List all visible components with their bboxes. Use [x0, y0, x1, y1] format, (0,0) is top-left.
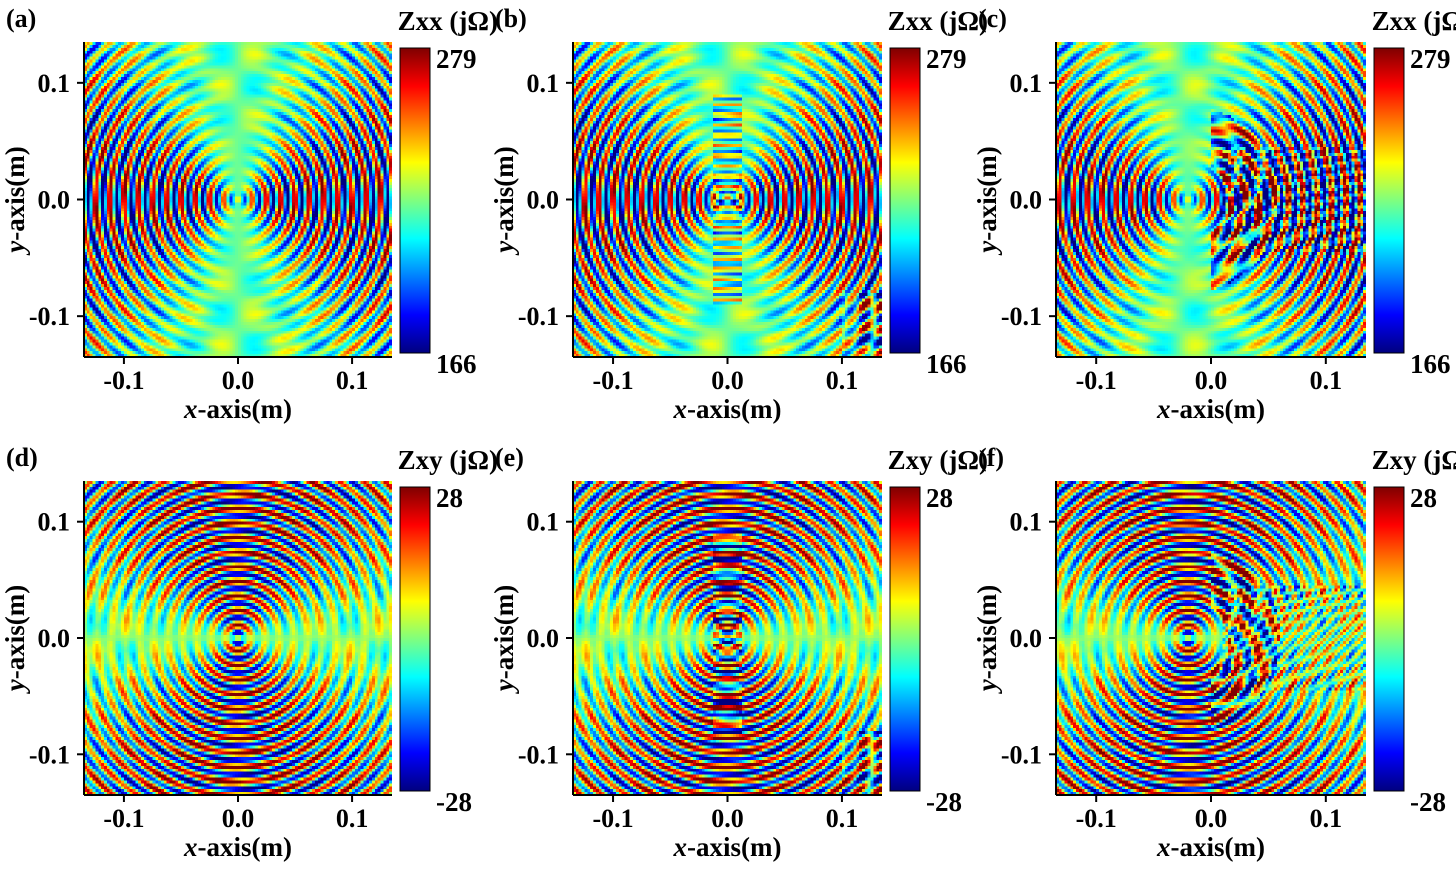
panel-label: (c) [978, 4, 1007, 33]
y-tick-label: 0.1 [38, 69, 71, 98]
panel-d: (d) 0.1 0.0 -0.1 -0.1 0.0 0.1 x-axis(m) y-axis(m… [0, 443, 498, 862]
panel-label: (d) [6, 443, 38, 472]
x-tick-label: -0.1 [103, 804, 144, 833]
colorbar-title: Zxx (jΩ) [888, 6, 988, 36]
x-tick-label: 0.1 [826, 366, 859, 395]
heatmap-image [84, 481, 392, 795]
x-tick-label: -0.1 [103, 366, 144, 395]
colorbar-title: Zxx (jΩ) [398, 6, 498, 36]
colorbar-max-label: 279 [1410, 44, 1451, 74]
colorbar [889, 47, 921, 354]
y-tick-label: -0.1 [518, 302, 559, 331]
heatmap-image [1056, 42, 1366, 357]
panel-b: (b) 0.1 0.0 -0.1 -0.1 0.0 0.1 x-axis(m) y-axis(m… [489, 4, 988, 424]
panel-label: (e) [495, 443, 524, 472]
heatmap-image [84, 42, 392, 357]
y-tick-label: 0.1 [1010, 69, 1043, 98]
x-tick-label: 0.1 [826, 804, 859, 833]
y-axis-label: y-axis(m) [972, 146, 1002, 255]
x-axis-label: x-axis(m) [183, 832, 292, 862]
colorbar-title: Zxy (jΩ) [888, 445, 988, 475]
y-tick-label: 0.1 [527, 69, 560, 98]
heatmap-image [573, 42, 882, 357]
x-tick-label: 0.0 [1195, 366, 1228, 395]
colorbar-max-label: 28 [926, 483, 953, 513]
y-axis-label: y-axis(m) [972, 585, 1002, 694]
x-axis-label: x-axis(m) [1156, 394, 1265, 424]
x-tick-label: 0.1 [336, 804, 369, 833]
colorbar [889, 486, 921, 792]
y-tick-label: -0.1 [1001, 302, 1042, 331]
y-tick-label: 0.0 [1010, 186, 1043, 215]
colorbar-min-label: -28 [1410, 787, 1446, 817]
colorbar-min-label: -28 [436, 787, 472, 817]
colorbar-max-label: 279 [436, 44, 477, 74]
colorbar-min-label: -28 [926, 787, 962, 817]
x-tick-label: -0.1 [592, 366, 633, 395]
x-tick-label: -0.1 [592, 804, 633, 833]
x-axis-label: x-axis(m) [183, 394, 292, 424]
colorbar-max-label: 28 [436, 483, 463, 513]
y-tick-label: -0.1 [29, 302, 70, 331]
colorbar [399, 47, 431, 354]
colorbar-title: Zxy (jΩ) [1372, 445, 1456, 475]
y-tick-label: -0.1 [518, 740, 559, 769]
y-tick-label: 0.0 [38, 624, 71, 653]
x-tick-label: 0.1 [1310, 366, 1343, 395]
colorbar-max-label: 28 [1410, 483, 1437, 513]
y-tick-label: 0.1 [1010, 508, 1043, 537]
heatmap-image [573, 481, 882, 795]
y-axis-label: y-axis(m) [0, 585, 30, 694]
panel-a: (a) 0.1 0.0 -0.1 -0.1 0.0 0.1 x-axis(m) y-axis(m… [0, 4, 498, 424]
y-tick-label: 0.1 [38, 508, 71, 537]
colorbar [1373, 486, 1405, 792]
colorbar-max-label: 279 [926, 44, 967, 74]
x-axis-label: x-axis(m) [673, 394, 782, 424]
y-axis-label: y-axis(m) [0, 146, 30, 255]
y-tick-label: 0.0 [38, 186, 71, 215]
y-tick-label: -0.1 [29, 740, 70, 769]
colorbar-min-label: 166 [1410, 349, 1451, 379]
panel-label: (f) [978, 443, 1004, 472]
x-tick-label: -0.1 [1076, 804, 1117, 833]
y-tick-label: 0.0 [1010, 624, 1043, 653]
y-axis-label: y-axis(m) [489, 585, 519, 694]
x-tick-label: 0.0 [1195, 804, 1228, 833]
panel-label: (b) [495, 4, 527, 33]
y-tick-label: 0.0 [527, 186, 560, 215]
colorbar-title: Zxy (jΩ) [398, 445, 498, 475]
colorbar [1373, 47, 1405, 354]
colorbar [399, 486, 431, 792]
y-tick-label: -0.1 [1001, 740, 1042, 769]
x-tick-label: 0.0 [711, 366, 744, 395]
heatmap-image [1056, 481, 1366, 795]
colorbar-min-label: 166 [436, 349, 477, 379]
x-tick-label: -0.1 [1076, 366, 1117, 395]
panel-f: (f) 0.1 0.0 -0.1 -0.1 0.0 0.1 x-axis(m) y-axis(m… [972, 443, 1456, 862]
y-axis-label: y-axis(m) [489, 146, 519, 255]
x-tick-label: 0.0 [222, 366, 255, 395]
panel-e: (e) 0.1 0.0 -0.1 -0.1 0.0 0.1 x-axis(m) y-axis(m… [489, 443, 988, 862]
panel-c: (c) 0.1 0.0 -0.1 -0.1 0.0 0.1 x-axis(m) y-axis(m… [972, 4, 1456, 424]
y-tick-label: 0.1 [527, 508, 560, 537]
panel-label: (a) [6, 4, 36, 33]
x-tick-label: 0.0 [222, 804, 255, 833]
x-axis-label: x-axis(m) [1156, 832, 1265, 862]
colorbar-min-label: 166 [926, 349, 967, 379]
colorbar-title: Zxx (jΩ) [1372, 6, 1456, 36]
x-axis-label: x-axis(m) [673, 832, 782, 862]
x-tick-label: 0.1 [336, 366, 369, 395]
x-tick-label: 0.0 [711, 804, 744, 833]
y-tick-label: 0.0 [527, 624, 560, 653]
x-tick-label: 0.1 [1310, 804, 1343, 833]
